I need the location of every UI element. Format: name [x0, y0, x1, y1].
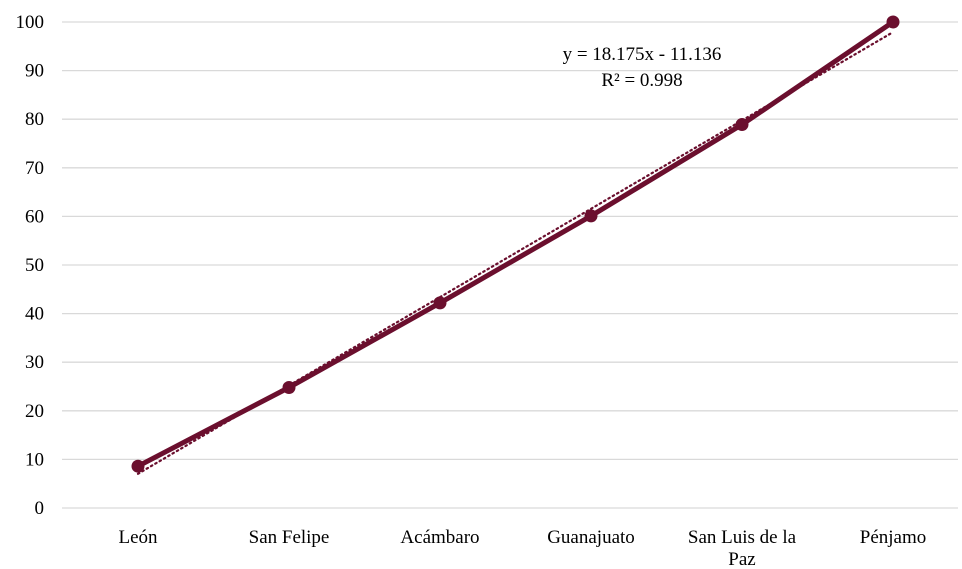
- y-tick-label: 100: [16, 12, 45, 33]
- y-tick-label: 40: [25, 304, 44, 325]
- y-tick-label: 90: [25, 61, 44, 82]
- data-point: [131, 459, 145, 473]
- y-tick-label: 70: [25, 158, 44, 179]
- y-tick-label: 20: [25, 401, 44, 422]
- trendline-annotation: y = 18.175x - 11.136 R² = 0.998: [563, 44, 722, 91]
- y-axis-ticks: 0 10 20 30 40 50 60 70 80 90 100: [16, 12, 45, 519]
- data-point: [584, 209, 598, 223]
- data-point: [433, 296, 447, 310]
- y-tick-label: 60: [25, 206, 44, 227]
- data-point: [282, 380, 296, 394]
- x-axis-categories: León San Felipe Acámbaro Guanajuato San Luis…: [118, 527, 926, 569]
- y-tick-label: 30: [25, 352, 44, 373]
- trendline-equation: y = 18.175x - 11.136: [563, 44, 722, 65]
- x-category-label: Acámbaro: [400, 527, 479, 548]
- x-category-label: San Felipe: [249, 527, 330, 548]
- x-category-label: Pénjamo: [860, 527, 927, 548]
- data-point: [886, 15, 900, 29]
- y-tick-label: 0: [35, 498, 45, 519]
- trendline-r-squared: R² = 0.998: [601, 70, 682, 91]
- y-tick-label: 50: [25, 255, 44, 276]
- x-category-label: León: [118, 527, 158, 548]
- series-layer: [131, 15, 900, 473]
- x-category-label: San Luis de la Paz: [688, 527, 797, 569]
- data-point: [735, 118, 749, 132]
- y-tick-label: 10: [25, 449, 44, 470]
- series-line: [135, 19, 896, 469]
- x-category-label: Guanajuato: [547, 527, 635, 548]
- y-tick-label: 80: [25, 109, 44, 130]
